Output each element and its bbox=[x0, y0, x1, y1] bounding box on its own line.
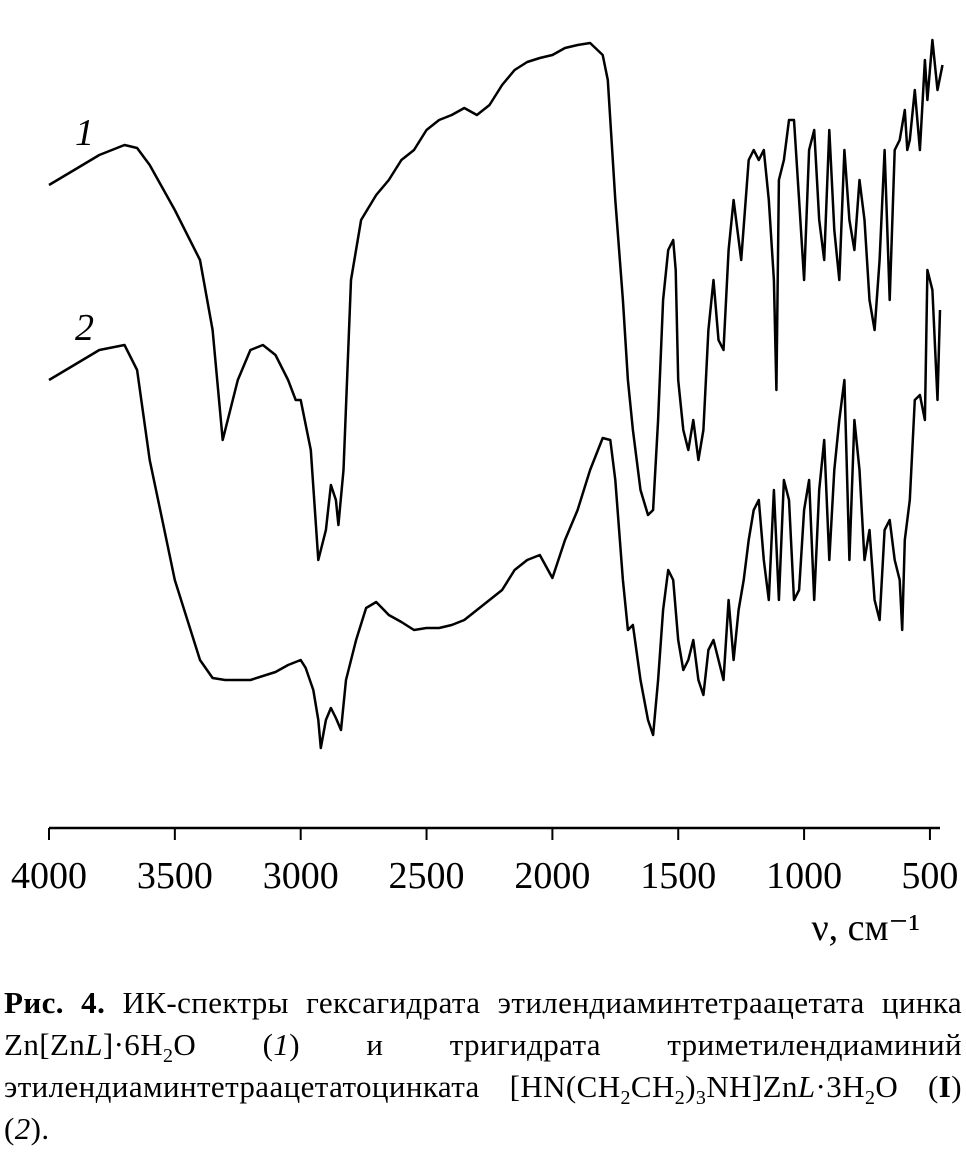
x-tick-label: 3000 bbox=[263, 855, 339, 897]
x-tick-label: 1500 bbox=[640, 855, 716, 897]
caption-text: ·3H bbox=[815, 1069, 865, 1104]
x-tick-label: 2500 bbox=[389, 855, 465, 897]
caption-text: NH]Zn bbox=[706, 1069, 798, 1104]
spectrum-line bbox=[48, 38, 944, 562]
caption-text: O ( bbox=[173, 1027, 274, 1062]
series-label: 1 bbox=[75, 112, 94, 154]
caption-text: L bbox=[85, 1027, 103, 1062]
x-tick-label: 4000 bbox=[11, 855, 87, 897]
caption-text: CH bbox=[630, 1069, 675, 1104]
series-label: 2 bbox=[75, 307, 94, 349]
caption-text: 2 bbox=[620, 1087, 631, 1110]
caption-text: ) и тригидрата триметилендиаминий этилен… bbox=[4, 1027, 962, 1104]
caption-text: ) bbox=[685, 1069, 696, 1104]
caption-text: 3 bbox=[695, 1087, 707, 1110]
caption-text: 2 bbox=[14, 1111, 31, 1146]
caption-text: O ( bbox=[875, 1069, 939, 1104]
caption-text: 2 bbox=[674, 1087, 686, 1110]
caption: Рис. 4. ИК-спектры гексагидрата этиленди… bbox=[4, 982, 962, 1150]
caption-text: ]·6H bbox=[102, 1027, 163, 1062]
caption-text: ИК-спектры гексагидрата этилендиаминтетр… bbox=[4, 985, 962, 1062]
x-tick-label: 3500 bbox=[137, 855, 213, 897]
x-tick-label: 500 bbox=[901, 855, 958, 897]
caption-text: 2 bbox=[864, 1087, 876, 1110]
caption-text: ) ( bbox=[4, 1069, 962, 1146]
caption-text: 1 bbox=[273, 1027, 290, 1062]
x-tick-label: 1000 bbox=[766, 855, 842, 897]
caption-text: L bbox=[797, 1069, 816, 1104]
caption-text: ). bbox=[30, 1111, 50, 1146]
x-axis-label: ν, см⁻¹ bbox=[811, 907, 920, 949]
caption-text: 2 bbox=[163, 1045, 174, 1068]
caption-label: Рис. 4. bbox=[4, 985, 106, 1020]
caption-text: I bbox=[938, 1069, 952, 1104]
x-tick-label: 2000 bbox=[514, 855, 590, 897]
spectrum-line bbox=[48, 268, 942, 750]
chart: ν, см⁻¹ 4000 3500 3000 2500 2000 1500 1000 500 1… bbox=[11, 38, 958, 949]
